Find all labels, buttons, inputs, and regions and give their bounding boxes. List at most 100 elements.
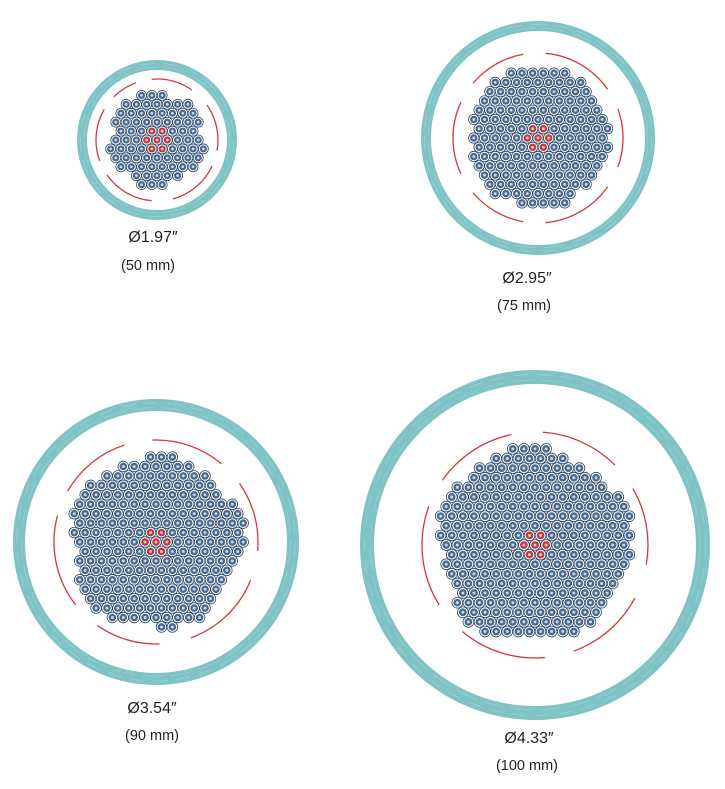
fiber xyxy=(79,583,91,595)
fiber xyxy=(188,470,200,482)
fiber xyxy=(468,113,480,126)
fiber xyxy=(177,507,189,520)
fiber xyxy=(553,95,566,107)
fiber xyxy=(166,489,179,501)
fiber xyxy=(115,107,127,119)
fiber xyxy=(512,606,525,619)
fiber xyxy=(548,141,560,153)
fiber xyxy=(473,104,485,116)
fiber xyxy=(518,462,530,474)
fiber xyxy=(462,481,475,494)
fiber xyxy=(596,150,608,163)
fiber xyxy=(182,498,195,510)
fiber xyxy=(139,555,151,567)
fiber xyxy=(512,471,525,484)
fiber xyxy=(523,625,536,638)
fiber xyxy=(166,470,179,482)
center-fiber xyxy=(156,143,168,155)
fiber xyxy=(489,76,501,89)
fiber xyxy=(106,479,119,492)
fiber xyxy=(559,123,571,135)
fiber xyxy=(177,602,189,614)
fiber xyxy=(537,178,549,190)
fiber xyxy=(553,188,566,200)
fiber xyxy=(584,539,597,551)
fiber xyxy=(128,592,140,605)
fiber xyxy=(182,116,194,128)
fiber xyxy=(136,179,147,191)
fiber xyxy=(545,491,558,503)
fiber xyxy=(490,568,502,580)
fiber xyxy=(543,150,555,163)
fiber xyxy=(457,548,469,561)
fiber xyxy=(133,507,146,520)
fiber xyxy=(568,548,580,561)
cable-cross-section-0 xyxy=(77,60,237,220)
fiber xyxy=(468,587,480,599)
fiber xyxy=(199,602,211,614)
center-fiber xyxy=(527,123,539,135)
fiber xyxy=(468,510,480,522)
fiber xyxy=(556,510,569,522)
center-fiber xyxy=(527,141,539,153)
fiber xyxy=(551,462,563,474)
fiber xyxy=(590,529,602,542)
fiber xyxy=(221,507,233,520)
fiber xyxy=(232,507,244,520)
fiber xyxy=(564,169,576,181)
ring-texture xyxy=(83,66,231,214)
fiber xyxy=(123,470,135,482)
fiber xyxy=(120,98,132,110)
fiber xyxy=(518,558,530,571)
fiber xyxy=(494,104,507,116)
fiber xyxy=(506,596,519,609)
fiber xyxy=(545,452,558,465)
fiber xyxy=(172,98,184,110)
fiber xyxy=(117,555,130,567)
fiber xyxy=(161,479,173,492)
fiber xyxy=(584,500,597,513)
fiber xyxy=(505,160,517,172)
fiber xyxy=(512,625,525,638)
fiber xyxy=(155,621,168,633)
fiber xyxy=(155,451,168,463)
fiber xyxy=(575,113,587,126)
fiber xyxy=(537,67,549,79)
fiber xyxy=(188,489,200,501)
fiber xyxy=(101,564,113,577)
fiber xyxy=(434,510,447,522)
fiber xyxy=(595,519,608,532)
fiber xyxy=(562,462,575,474)
fiber xyxy=(221,545,233,558)
fiber xyxy=(579,568,591,580)
fiber xyxy=(172,116,184,128)
fiber xyxy=(595,539,608,551)
fiber xyxy=(489,169,501,181)
fiber xyxy=(529,462,541,474)
fiber xyxy=(177,564,189,577)
fiber xyxy=(112,602,124,614)
fiber xyxy=(130,98,142,110)
fiber xyxy=(532,95,544,107)
fiber xyxy=(545,587,558,599)
fiber xyxy=(573,462,586,474)
fiber xyxy=(523,491,536,503)
fiber xyxy=(523,510,536,522)
fiber xyxy=(84,479,97,492)
center-fiber xyxy=(161,536,173,548)
fiber xyxy=(215,517,228,529)
fiber xyxy=(468,606,480,619)
fiber xyxy=(506,539,519,551)
fiber xyxy=(182,460,195,473)
fiber xyxy=(457,510,469,522)
fiber xyxy=(73,498,86,510)
fiber xyxy=(167,161,178,173)
fiber xyxy=(117,517,130,529)
fiber xyxy=(451,519,464,532)
fiber xyxy=(136,161,147,173)
fiber xyxy=(141,116,153,128)
fiber xyxy=(106,498,119,510)
fiber xyxy=(518,616,530,628)
fiber xyxy=(210,564,222,577)
